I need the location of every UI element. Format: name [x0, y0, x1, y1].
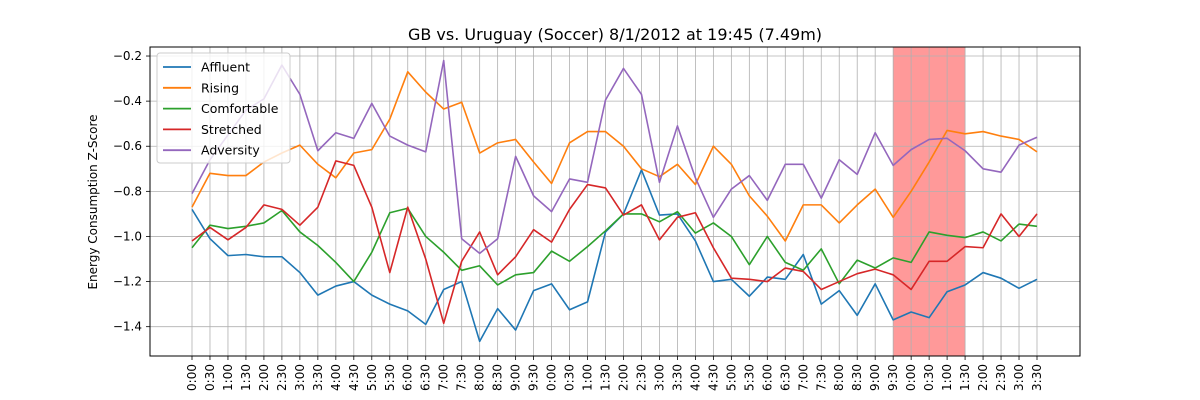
x-tick-label: 9:00 [868, 364, 882, 391]
x-tick-label: 2:30 [994, 364, 1008, 391]
x-tick-label: 0:30 [922, 364, 936, 391]
x-tick-label: 6:00 [760, 364, 774, 391]
x-tick-label: 9:30 [527, 364, 541, 391]
x-axis: 0:00 0:30 1:00 1:30 2:00 2:30 3:00 3:30 4:00 4:30… [185, 356, 1044, 391]
x-tick-label: 9:30 [886, 364, 900, 391]
x-tick-label: 3:30 [1030, 364, 1044, 391]
x-tick-label: 3:30 [311, 364, 325, 391]
x-tick-label: 5:00 [365, 364, 379, 391]
x-tick-label: 5:30 [742, 364, 756, 391]
x-tick-label: 7:00 [796, 364, 810, 391]
x-tick-label: 1:00 [581, 364, 595, 391]
legend-label-affluent: Affluent [201, 60, 250, 75]
x-tick-label: 2:30 [275, 364, 289, 391]
series-line-comfortable [191, 207, 1038, 286]
x-tick-label: 3:00 [652, 364, 666, 391]
x-tick-label: 1:00 [940, 364, 954, 391]
x-tick-label: 7:00 [437, 364, 451, 391]
x-tick-label: 3:30 [670, 364, 684, 391]
series-lines [191, 59, 1038, 343]
x-tick-label: 1:30 [958, 364, 972, 391]
x-tick-label: 6:00 [401, 364, 415, 391]
legend-label-rising: Rising [201, 80, 239, 95]
x-tick-label: 7:30 [814, 364, 828, 391]
x-tick-label: 8:30 [850, 364, 864, 391]
x-tick-label: 1:30 [239, 364, 253, 391]
x-tick-label: 4:00 [688, 364, 702, 391]
x-tick-label: 7:30 [455, 364, 469, 391]
y-tick-label: −0.6 [113, 139, 142, 153]
x-tick-label: 0:30 [563, 364, 577, 391]
x-tick-label: 2:00 [257, 364, 271, 391]
x-tick-label: 1:00 [221, 364, 235, 391]
x-tick-label: 5:30 [383, 364, 397, 391]
x-tick-label: 4:30 [706, 364, 720, 391]
y-tick-label: −0.8 [113, 184, 142, 198]
series-line-adversity [191, 59, 1038, 255]
y-tick-label: −1.2 [113, 275, 142, 289]
x-tick-label: 8:00 [832, 364, 846, 391]
x-tick-label: 0:00 [185, 364, 199, 391]
y-axis-title: Energy Consumption Z-Score [86, 114, 100, 289]
legend-box [156, 52, 291, 164]
x-tick-label: 0:00 [545, 364, 559, 391]
y-tick-label: −0.2 [113, 49, 142, 63]
x-tick-label: 4:00 [329, 364, 343, 391]
y-tick-label: −1.0 [113, 229, 142, 243]
chart-title: GB vs. Uruguay (Soccer) 8/1/2012 at 19:4… [408, 25, 822, 44]
x-tick-label: 1:30 [599, 364, 613, 391]
x-tick-label: 6:30 [419, 364, 433, 391]
x-tick-label: 3:00 [1012, 364, 1026, 391]
x-tick-label: 0:30 [203, 364, 217, 391]
y-axis: −1.4 −1.2 −1.0 −0.8 −0.6 −0.4 −0.2 [113, 49, 150, 334]
legend: Affluent Rising Comfortable Stretched Advers… [156, 52, 291, 164]
x-tick-label: 8:00 [473, 364, 487, 391]
x-tick-label: 5:00 [724, 364, 738, 391]
x-tick-label: 3:00 [293, 364, 307, 391]
x-tick-label: 6:30 [778, 364, 792, 391]
series-line-stretched [191, 160, 1038, 325]
y-tick-label: −0.4 [113, 94, 142, 108]
legend-label-stretched: Stretched [201, 122, 262, 137]
x-tick-label: 2:30 [634, 364, 648, 391]
x-tick-label: 2:00 [976, 364, 990, 391]
x-tick-label: 8:30 [491, 364, 505, 391]
x-tick-label: 0:00 [904, 364, 918, 391]
x-tick-label: 9:00 [509, 364, 523, 391]
legend-label-adversity: Adversity [201, 143, 260, 158]
x-tick-label: 4:30 [347, 364, 361, 391]
x-tick-label: 2:00 [616, 364, 630, 391]
series-line-rising [191, 71, 1038, 242]
plot-area-frame [149, 46, 1081, 357]
y-tick-label: −1.4 [113, 320, 142, 334]
legend-label-comfortable: Comfortable [201, 101, 279, 116]
